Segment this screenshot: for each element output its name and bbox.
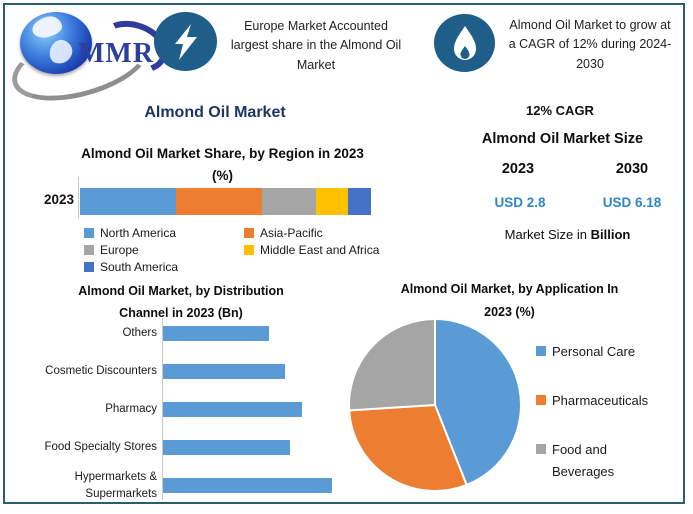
mmr-logo: MMR [3,6,175,115]
market-size-note: Market Size in Billion [455,227,680,242]
distribution-bar [163,478,332,493]
market-size-year-start: 2023 [501,161,535,177]
globe-icon [20,12,92,74]
legend-marker [244,228,254,238]
region-chart-legend: North America Asia-Pacific Europe Middle Ea… [84,226,414,274]
header-callout-cagr: Almond Oil Market to grow at a CAGR of 1… [508,17,672,71]
distribution-row: Others [6,317,346,350]
legend-label: Pharmaceuticals [552,393,649,408]
stacked-segment-middle-east-and-africa [315,188,348,215]
legend-item: Middle East and Africa [244,243,414,257]
legend-marker [536,444,546,454]
page-title: Almond Oil Market [144,104,286,121]
distribution-bar [163,402,302,417]
stacked-segment-asia-pacific [176,188,262,215]
pie-slice-personal-care [434,317,522,487]
distribution-row: Food Specialty Stores [6,431,346,464]
distribution-category-label: Hypermarkets & Supermarkets [74,470,157,500]
legend-item: North America [84,226,244,240]
region-chart-axis [78,177,79,219]
distribution-chart-title: Almond Oil Market, by Distribution Chann… [78,284,284,320]
application-chart-title: Almond Oil Market, by Application In 202… [400,282,619,319]
distribution-category-label: Pharmacy [105,403,157,416]
legend-label: North America [100,226,177,240]
cagr-text: 12% CAGR [526,103,594,118]
legend-label: Food and Beverages [552,442,615,480]
market-size-note-prefix: Market Size in [504,227,591,242]
legend-marker [84,262,94,272]
distribution-bar [163,440,290,455]
market-size-value-start: USD 2.8 [494,195,546,210]
legend-item: Personal Care [536,341,635,363]
distribution-bar [163,326,269,341]
legend-label: Middle East and Africa [260,243,380,257]
infographic-frame [3,3,685,504]
legend-item: Asia-Pacific [244,226,414,240]
legend-marker [536,395,546,405]
header-callout-europe: Europe Market Accounted largest share in… [230,18,402,72]
legend-marker [84,245,94,255]
legend-marker [84,228,94,238]
logo-text: MMR [78,38,155,69]
flame-icon [434,14,495,72]
stacked-segment-south-america [347,188,371,215]
legend-marker [244,245,254,255]
legend-item: South America [84,260,244,274]
distribution-row: Cosmetic Discounters [6,355,346,388]
legend-item: Europe [84,243,244,257]
distribution-bar [163,364,285,379]
lightning-icon [154,12,217,71]
market-size-value-end: USD 6.18 [602,195,662,210]
legend-label: South America [100,260,179,274]
distribution-category-label: Others [122,327,157,340]
distribution-category-label: Cosmetic Discounters [45,365,157,378]
pie-slice-food-and-beverages [348,317,436,412]
market-size-note-unit: Billion [590,227,631,242]
distribution-row: Hypermarkets & Supermarkets [6,469,346,502]
distribution-row: Pharmacy [6,393,346,426]
distribution-chart-axis [162,318,163,500]
legend-label: Personal Care [552,344,636,359]
legend-marker [536,346,546,356]
stacked-segment-europe [261,188,316,215]
pie-slice-pharmaceuticals [348,403,468,492]
legend-label: Europe [100,243,139,257]
application-pie-chart [348,317,522,492]
market-size-year-end: 2030 [615,161,649,177]
legend-item: Pharmaceuticals [536,390,648,412]
region-chart-title: Almond Oil Market Share, by Region in 20… [81,146,364,183]
legend-label: Asia-Pacific [260,226,323,240]
distribution-category-label: Food Specialty Stores [44,441,157,454]
market-size-title: Almond Oil Market Size [481,131,644,147]
region-chart-category-label: 2023 [43,192,74,207]
stacked-segment-north-america [80,188,177,215]
region-stacked-bar [80,188,371,215]
legend-item: Food and Beverages [536,439,614,483]
